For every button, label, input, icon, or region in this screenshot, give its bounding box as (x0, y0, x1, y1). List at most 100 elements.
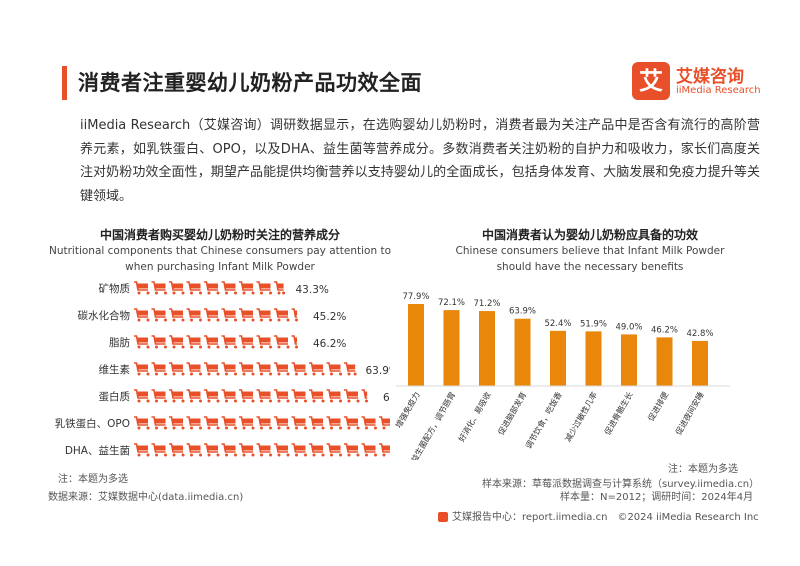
shopping-cart-icon (204, 281, 220, 295)
logo-name-en: iiMedia Research (676, 85, 761, 96)
right-chart-title-cn: 中国消费者认为婴幼儿奶粉应具备的功效 (481, 228, 698, 242)
right-category-label: 调节饮食，吃饭香 (523, 390, 564, 450)
logo-name-cn: 艾媒咨询 (676, 67, 744, 87)
left-chart: 矿物质 43.3% 碳水化合物 45.2% 脂肪 46.2% 维生素 63.9% 蛋白质 66.8… (55, 281, 390, 457)
left-category-label: DHA、益生菌 (65, 444, 130, 457)
shopping-cart-icon (169, 308, 185, 322)
shopping-cart-icon (221, 281, 237, 295)
shopping-cart-icon (204, 416, 220, 430)
left-value-label: 45.2% (313, 311, 346, 323)
shopping-cart-icon (169, 416, 185, 430)
shopping-cart-icon (221, 416, 237, 430)
shopping-cart-icon (169, 362, 185, 376)
shopping-cart-icon (221, 362, 237, 376)
right-bar (443, 310, 460, 386)
shopping-cart-icon (274, 362, 290, 376)
left-bar (134, 362, 357, 376)
sample-source: 样本来源：草莓派数据调查与计算系统（survey.iimedia.cn） (482, 479, 760, 490)
shopping-cart-icon (344, 362, 357, 376)
right-category-label: 促进排便 (646, 390, 671, 423)
shopping-cart-icon (291, 335, 298, 349)
right-value-label: 46.2% (651, 325, 678, 335)
title-accent-bar (62, 66, 67, 100)
shopping-cart-icon (239, 335, 255, 349)
shopping-cart-icon (344, 416, 360, 430)
right-category-label: 增强免疫力 (393, 390, 422, 430)
shopping-cart-icon (151, 281, 167, 295)
left-chart-title-cn: 中国消费者购买婴幼儿奶粉时关注的营养成分 (99, 228, 340, 242)
shopping-cart-icon (204, 362, 220, 376)
shopping-cart-icon (291, 416, 307, 430)
shopping-cart-icon (274, 416, 290, 430)
shopping-cart-icon (204, 308, 220, 322)
shopping-cart-icon (291, 308, 298, 322)
shopping-cart-icon (186, 389, 202, 403)
left-category-label: 脂肪 (109, 336, 130, 349)
shopping-cart-icon (221, 308, 237, 322)
shopping-cart-icon (186, 308, 202, 322)
shopping-cart-icon (309, 362, 325, 376)
shopping-cart-icon (291, 362, 307, 376)
left-bar (134, 416, 390, 430)
page-title: 消费者注重婴幼儿奶粉产品功效全面 (78, 71, 422, 95)
shopping-cart-icon (204, 335, 220, 349)
shopping-cart-icon (344, 443, 360, 457)
shopping-cart-icon (186, 335, 202, 349)
shopping-cart-icon (256, 416, 272, 430)
right-category-label: 促进脑部发育 (496, 390, 529, 437)
shopping-cart-icon (256, 308, 272, 322)
shopping-cart-icon (134, 389, 150, 403)
left-value-label: 43.3% (296, 284, 329, 296)
shopping-cart-icon (221, 335, 237, 349)
shopping-cart-icon (134, 281, 150, 295)
shopping-cart-icon (361, 443, 377, 457)
right-bar (585, 331, 602, 386)
shopping-cart-icon (134, 362, 150, 376)
right-category-label: 好消化、易吸收 (456, 390, 493, 443)
shopping-cart-icon (204, 389, 220, 403)
shopping-cart-icon (326, 362, 342, 376)
shopping-cart-icon (151, 362, 167, 376)
shopping-cart-icon (326, 389, 342, 403)
right-value-label: 71.2% (473, 299, 500, 309)
shopping-cart-icon (239, 362, 255, 376)
shopping-cart-icon (361, 416, 377, 430)
shopping-cart-icon (256, 362, 272, 376)
shopping-cart-icon (239, 389, 255, 403)
left-bar (134, 281, 286, 295)
shopping-cart-icon (291, 389, 307, 403)
shopping-cart-icon (361, 389, 368, 403)
shopping-cart-icon (169, 281, 185, 295)
shopping-cart-icon (169, 443, 185, 457)
right-chart: 77.9%增强免疫力72.1%益生菌配方，调节肠胃71.2%好消化、易吸收63.… (393, 292, 730, 460)
shopping-cart-icon (186, 362, 202, 376)
shopping-cart-icon (151, 308, 167, 322)
footer: 艾媒报告中心：report.iimedia.cn ©2024 iiMedia R… (438, 508, 759, 523)
shopping-cart-icon (151, 416, 167, 430)
right-value-label: 77.9% (402, 292, 429, 302)
right-value-label: 49.0% (615, 322, 642, 332)
shopping-cart-icon (256, 335, 272, 349)
left-chart-title-en: Nutritional components that Chinese cons… (20, 243, 420, 275)
right-bar (550, 330, 566, 386)
shopping-cart-icon (169, 389, 185, 403)
shopping-cart-icon (134, 416, 150, 430)
shopping-cart-icon (291, 443, 307, 457)
right-chart-title-en: Chinese consumers believe that Infant Mi… (420, 243, 760, 275)
left-category-label: 维生素 (99, 363, 131, 376)
shopping-cart-icon (274, 281, 286, 295)
shopping-cart-icon (204, 443, 220, 457)
shopping-cart-icon (309, 416, 325, 430)
shopping-cart-icon (326, 416, 342, 430)
right-value-label: 63.9% (509, 307, 536, 317)
intro-paragraph: iiMedia Research（艾媒咨询）调研数据显示，在选购婴幼儿奶粉时，消… (80, 118, 760, 204)
shopping-cart-icon (256, 443, 272, 457)
left-category-label: 乳铁蛋白、OPO (55, 417, 130, 430)
shopping-cart-icon (239, 443, 255, 457)
shopping-cart-icon (309, 389, 325, 403)
right-bar (656, 337, 673, 386)
right-category-label: 促进夜间安睡 (673, 390, 706, 437)
shopping-cart-icon (221, 443, 237, 457)
footer-text: 艾媒报告中心：report.iimedia.cn ©2024 iiMedia R… (452, 512, 759, 523)
